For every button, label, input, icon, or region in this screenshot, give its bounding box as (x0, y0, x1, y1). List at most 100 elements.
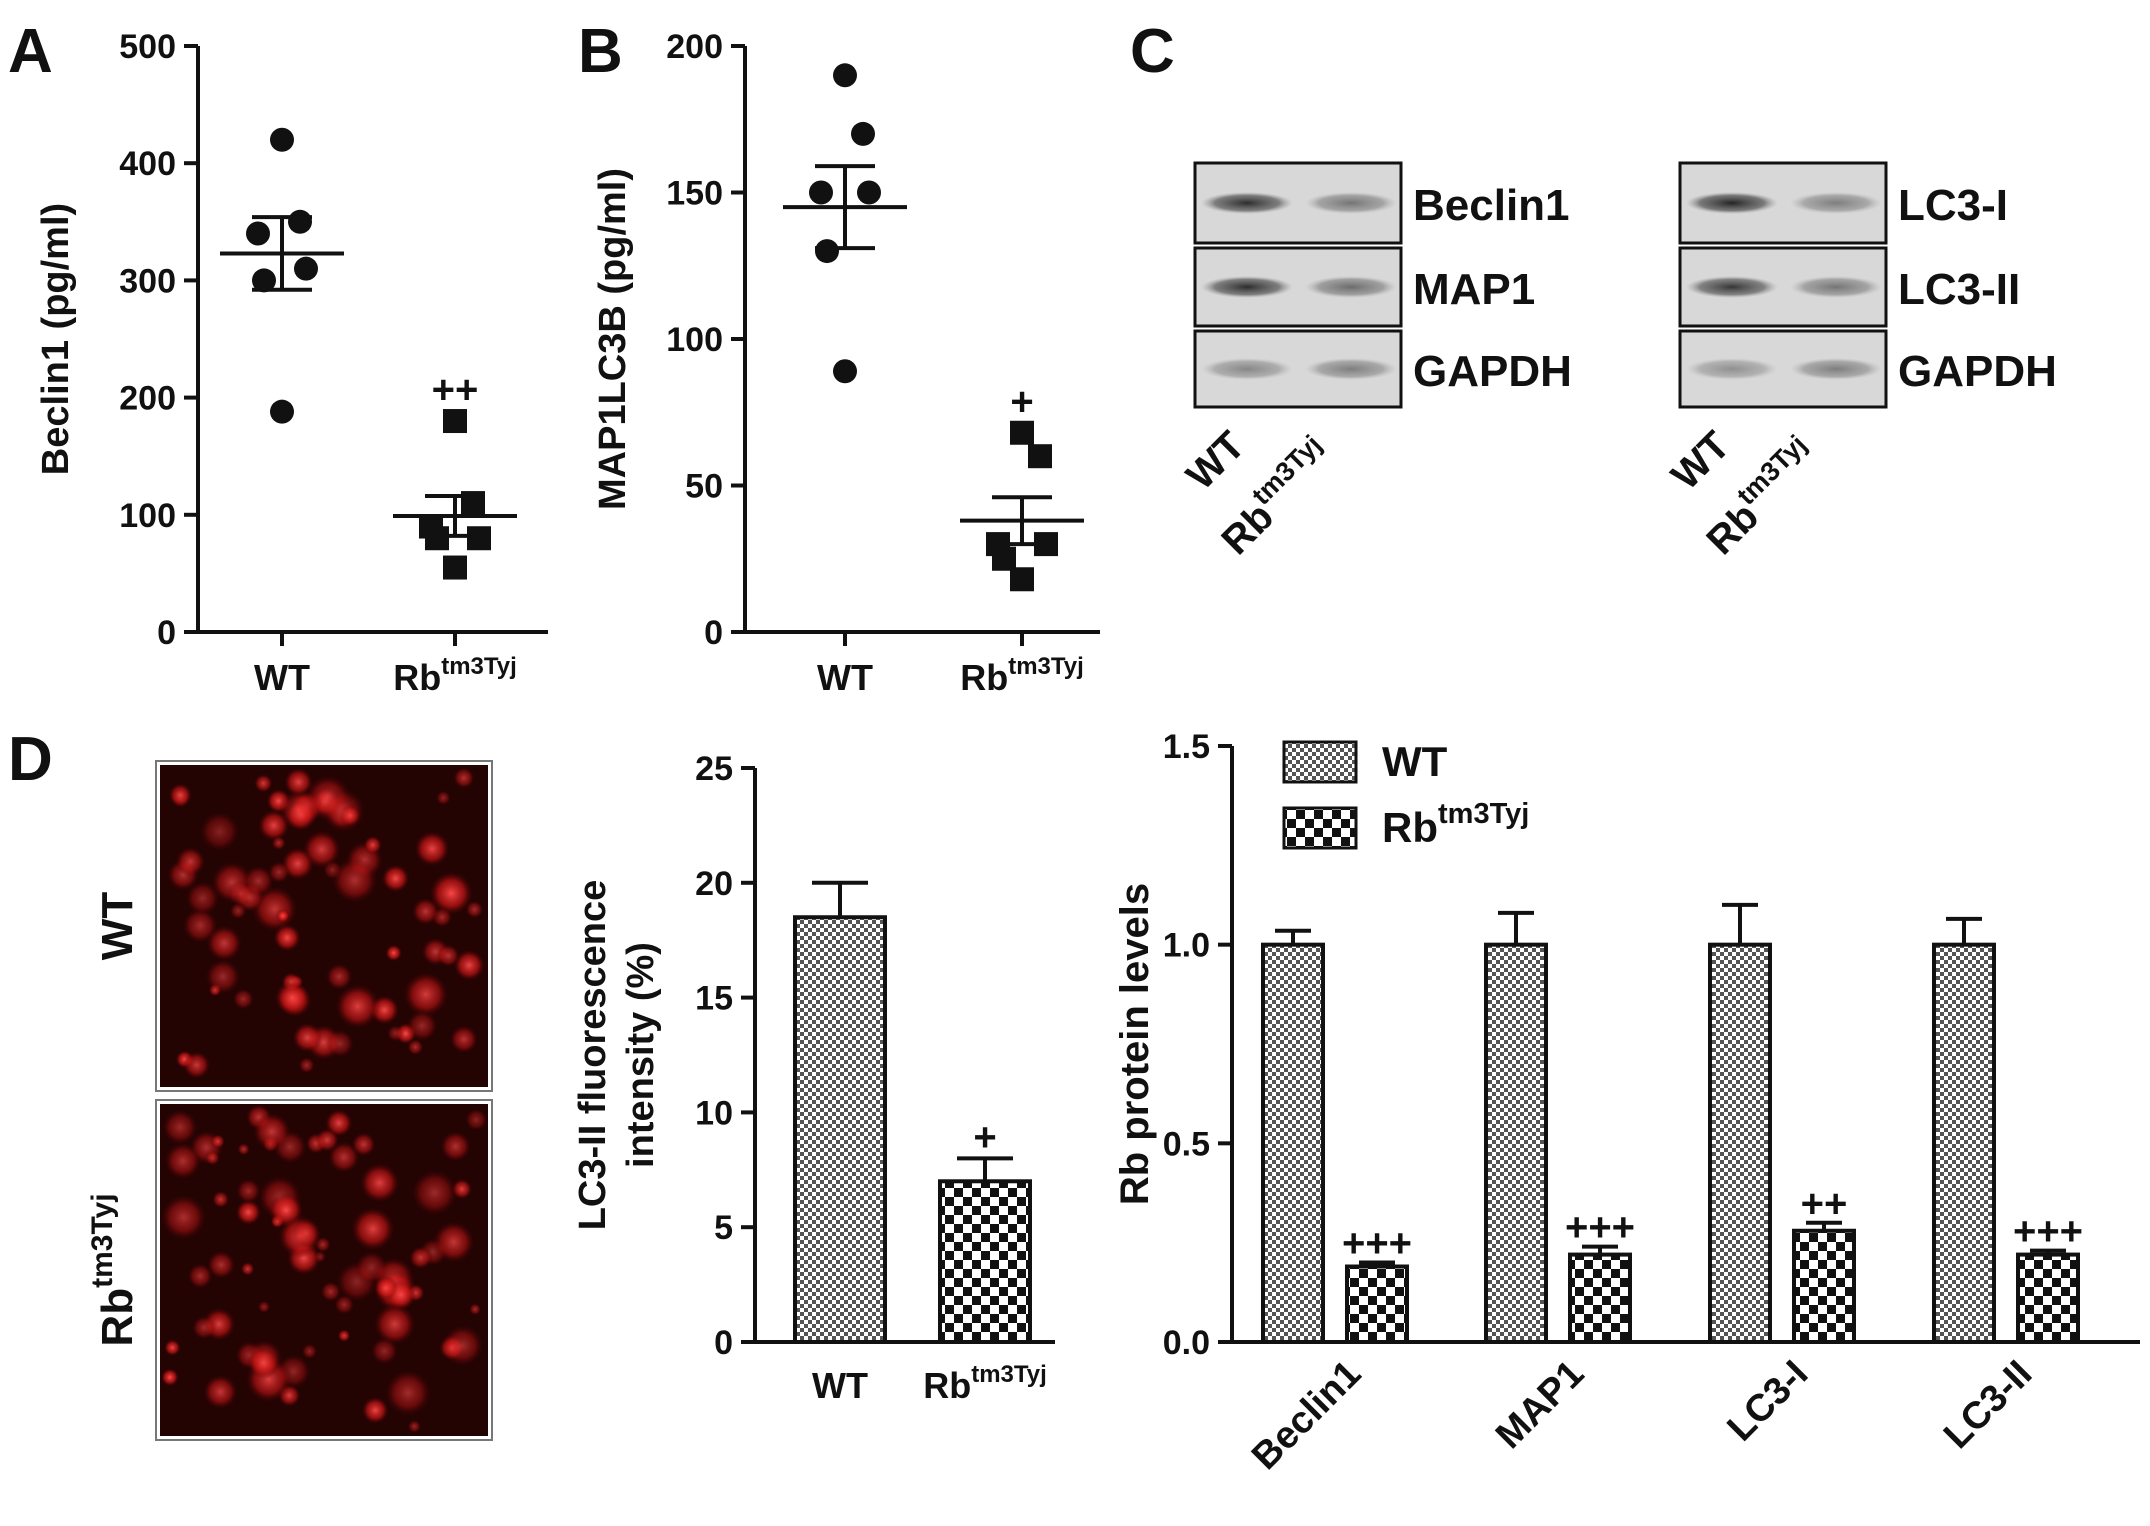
fluorescent-spot (301, 1343, 318, 1360)
fluorescent-spot (411, 1169, 459, 1217)
fluorescent-spot (257, 1300, 271, 1314)
panel-label-a: A (8, 17, 53, 86)
fluorescent-spot (361, 1396, 390, 1425)
y-tick-label: 0 (714, 1324, 733, 1362)
y-tick-label: 0.5 (1163, 1125, 1210, 1163)
protein-band (1201, 192, 1293, 214)
fluorescent-spot (185, 880, 220, 916)
fluorescence-images: WT Rbtm3Tyj (86, 760, 493, 1441)
fluorescent-spot (339, 804, 362, 827)
fluorescent-spot (469, 1303, 482, 1316)
fluorescent-spot (210, 1134, 226, 1149)
fluorescent-spot (414, 830, 450, 867)
y-axis-label: Beclin1 (pg/ml) (35, 203, 77, 475)
chart-a-beclin1: 0 100 200 300 400 500 Beclin1 (pg/ml) WT Rbtm3Ty… (35, 28, 548, 698)
fluorescent-spot (429, 871, 474, 916)
fluorescent-spot (242, 865, 275, 897)
data-point (1010, 420, 1034, 445)
y-axis-label: Rb protein levels (1113, 883, 1157, 1205)
fluorescent-spot (403, 971, 449, 1018)
fluorescent-spot (465, 900, 484, 919)
data-point (270, 399, 294, 424)
fluorescent-spot (240, 1261, 255, 1276)
bar (1345, 1264, 1409, 1345)
y-tick-label: 1.0 (1163, 927, 1210, 965)
fluorescent-spot (235, 1199, 262, 1226)
fluorescent-spot (325, 963, 353, 991)
y-tick-label: 100 (119, 497, 176, 535)
significance-label: + (1010, 380, 1033, 424)
data-point (252, 268, 276, 293)
fluorescent-spot (407, 1419, 422, 1434)
y-tick-label: 100 (666, 321, 723, 359)
x-tick-label: WT (254, 657, 310, 698)
protein-band (1686, 358, 1778, 380)
fluorescent-spot (205, 958, 241, 995)
bar (1932, 942, 1996, 1345)
fluorescent-spot (325, 1029, 355, 1058)
fluorescent-spot (283, 767, 314, 797)
bar (1708, 942, 1772, 1345)
fluorescent-spot (254, 773, 273, 793)
y-tick-label: 25 (695, 750, 733, 788)
fluorescent-spot (337, 1329, 351, 1343)
fluorescent-spot (175, 846, 206, 877)
fluorescent-spot (327, 1141, 360, 1174)
data-point (851, 121, 875, 146)
fluorescent-spot (235, 1178, 261, 1204)
fluorescent-spot (373, 1303, 416, 1346)
y-tick-label: 400 (119, 145, 176, 183)
x-tick-label: Rbtm3Tyj (923, 1361, 1047, 1406)
y-tick-label: 0 (157, 614, 176, 652)
protein-band (1790, 192, 1882, 214)
bar (793, 915, 887, 1344)
protein-band (1305, 192, 1397, 214)
western-blots: Beclin1MAP1GAPDHWTRbtm3TyjLC3-ILC3-IIGAP… (1178, 161, 2057, 563)
data-point (1010, 567, 1034, 592)
significance-label: ++ (1801, 1182, 1848, 1226)
data-point (467, 526, 491, 551)
fluorescent-spot (206, 1250, 236, 1280)
fluorescent-spot (252, 1112, 291, 1151)
y-axis-label: MAP1LC3B (pg/ml) (592, 168, 634, 510)
y-tick-label: 10 (695, 1094, 733, 1132)
fluorescent-spot (385, 944, 403, 962)
y-tick-label: 50 (685, 468, 723, 506)
fluorescent-spot (271, 835, 286, 851)
fluorescent-spot (406, 1010, 438, 1042)
fluorescent-spot (232, 988, 255, 1010)
panel-label-b: B (578, 17, 623, 86)
x-tick-label: WT (812, 1365, 868, 1406)
fluorescent-spot (335, 983, 381, 1029)
x-tick-label: LC3-I (1719, 1353, 1816, 1450)
fluorescent-spot (440, 1130, 472, 1162)
data-point (833, 359, 857, 384)
x-tick-label: LC3-II (1936, 1353, 2040, 1457)
significance-label: +++ (2013, 1210, 2083, 1254)
protein-band (1201, 276, 1293, 298)
bar (938, 1179, 1032, 1345)
data-point (294, 256, 318, 281)
fluorescent-spot (302, 830, 341, 869)
fluorescent-spot (320, 1281, 342, 1302)
y-tick-label: 200 (666, 28, 723, 66)
fluorescent-spot (407, 1038, 424, 1056)
fluorescent-spot (275, 908, 290, 923)
x-tick-label: MAP1 (1488, 1353, 1592, 1457)
fluorescent-spot (247, 1346, 280, 1380)
fluorescent-spot (464, 1108, 488, 1131)
y-axis-label: LC3-II fluorescence (572, 880, 614, 1231)
fluorescent-spot (449, 1025, 479, 1054)
data-point (1028, 444, 1052, 469)
significance-label: +++ (1342, 1222, 1412, 1266)
data-point (246, 221, 270, 246)
fluorescent-spot (182, 1051, 211, 1079)
blot-lane-label: WT (1178, 423, 1253, 498)
blot-row-label: GAPDH (1413, 347, 1572, 396)
protein-band (1686, 192, 1778, 214)
protein-band (1305, 276, 1397, 298)
y-tick-label: 0 (704, 614, 723, 652)
fluorescent-spot (453, 767, 475, 789)
fluorescent-spot (441, 1324, 484, 1367)
protein-band (1305, 358, 1397, 380)
